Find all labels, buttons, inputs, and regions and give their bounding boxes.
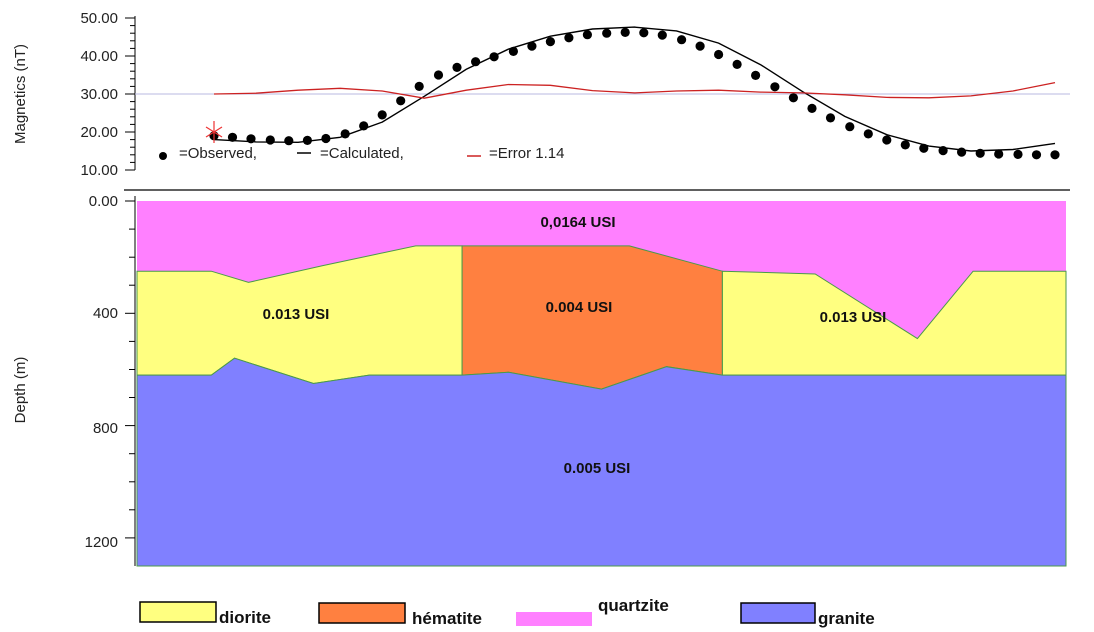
granite-swatch	[740, 602, 816, 624]
legend-item-granite: granite	[740, 602, 875, 628]
observed-point	[265, 135, 275, 145]
observed-point	[938, 146, 948, 156]
observed-point	[845, 122, 855, 132]
observed-point	[900, 140, 910, 150]
observed-point	[1050, 150, 1060, 160]
observed-point	[602, 28, 612, 38]
magnetics-panel: 50.00 40.00 30.00 20.00 10.00 Magnetics …	[12, 10, 1070, 179]
observed-point	[620, 27, 630, 37]
observed-point	[732, 59, 742, 69]
observed-point	[564, 33, 574, 43]
observed-point	[227, 132, 238, 142]
observed-point	[489, 52, 499, 62]
observed-point	[825, 113, 836, 123]
quartzite-unit	[137, 201, 1066, 339]
observed-point	[471, 57, 481, 67]
granite-susceptibility-label: 0.005 USI	[564, 460, 631, 477]
observed-point	[788, 93, 799, 103]
magnetics-legend: =Observed, =Calculated, =Error 1.14	[159, 145, 564, 162]
first-point-marker	[205, 121, 223, 143]
observed-legend-label: =Observed,	[179, 145, 257, 162]
depth-minor-ticks	[125, 200, 135, 539]
observed-point	[919, 143, 929, 153]
observed-point	[657, 30, 667, 40]
diorite-left-susceptibility-label: 0.013 USI	[263, 306, 330, 323]
observed-point	[863, 129, 873, 139]
depth-tick-label: 0.00	[89, 193, 118, 210]
magnetics-tick-label: 20.00	[80, 124, 118, 141]
quartzite-legend-label: quartzite	[598, 596, 669, 615]
magnetics-tick-label: 30.00	[80, 86, 118, 103]
depth-tick-label: 800	[93, 420, 118, 437]
quartzite-swatch	[516, 612, 592, 626]
magnetics-axis-title: Magnetics (nT)	[12, 44, 29, 144]
depth-tick-label: 1200	[85, 534, 118, 551]
observed-point	[714, 49, 724, 60]
observed-point	[751, 70, 761, 80]
depth-axis-title: Depth (m)	[12, 357, 29, 424]
diorite-legend-label: diorite	[219, 608, 271, 627]
hematite-unit	[461, 245, 723, 390]
observed-point	[639, 28, 649, 38]
observed-point	[302, 135, 312, 145]
observed-point	[994, 149, 1004, 159]
depth-tick-label: 400	[93, 305, 118, 322]
magnetics-tick-label: 40.00	[80, 48, 118, 65]
observed-point	[695, 41, 705, 51]
calculated-legend-label: =Calculated,	[320, 145, 404, 162]
observed-legend-dot	[159, 152, 167, 160]
legend-item-quartzite: quartzite	[516, 596, 669, 626]
observed-point	[340, 129, 350, 139]
legend-item-diorite: diorite	[139, 601, 271, 627]
observed-point	[508, 46, 518, 57]
depth-section-panel: 0.00 400 800 1200 Depth (m) 0,0164 USI 0…	[12, 193, 1067, 567]
observed-point	[452, 62, 462, 72]
observed-point	[807, 103, 817, 113]
observed-point	[882, 135, 892, 145]
quartzite-susceptibility-label: 0,0164 USI	[540, 214, 615, 231]
observed-point	[359, 121, 369, 131]
observed-point	[377, 110, 387, 120]
hematite-susceptibility-label: 0.004 USI	[546, 299, 613, 316]
observed-point	[975, 148, 985, 158]
diorite-right-susceptibility-label: 0.013 USI	[820, 309, 887, 326]
observed-point	[677, 35, 687, 45]
hematite-legend-label: hématite	[412, 609, 482, 628]
magnetics-tick-label: 10.00	[80, 162, 118, 179]
observed-point	[1031, 150, 1042, 160]
legend-item-hematite: hématite	[318, 602, 482, 628]
observed-point	[545, 37, 556, 47]
observed-series-points	[209, 27, 1060, 160]
observed-point	[396, 96, 406, 106]
hematite-swatch	[318, 602, 406, 624]
observed-point	[527, 41, 537, 51]
diorite-swatch	[139, 601, 217, 623]
granite-unit	[136, 357, 1067, 567]
observed-point	[1013, 149, 1023, 159]
observed-point	[582, 30, 593, 40]
magnetics-tick-label: 50.00	[80, 10, 118, 27]
magnetics-minor-ticks	[125, 17, 135, 171]
observed-point	[433, 70, 444, 80]
observed-point	[321, 133, 331, 144]
error-series-line	[213, 81, 1056, 99]
observed-point	[246, 134, 256, 144]
error-legend-label: =Error 1.14	[489, 145, 564, 162]
calculated-series-line	[213, 26, 1056, 152]
observed-point	[957, 147, 967, 157]
granite-legend-label: granite	[818, 609, 875, 628]
observed-point	[284, 136, 294, 146]
observed-point	[770, 82, 780, 92]
observed-point	[414, 81, 424, 91]
lithology-legend: diorite hématite quartzite granite	[139, 596, 875, 628]
